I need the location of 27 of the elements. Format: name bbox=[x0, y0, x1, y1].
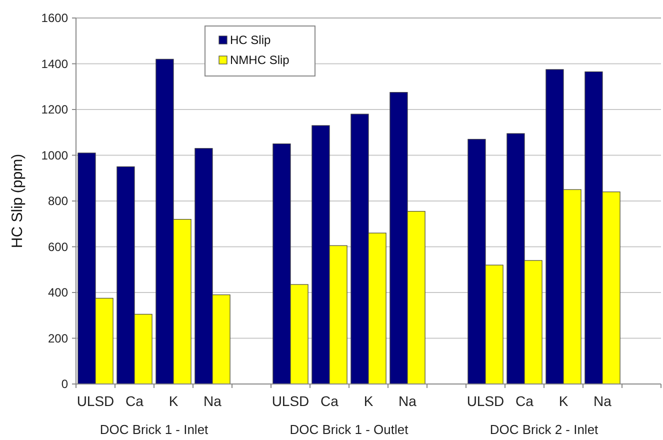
x-tick-label: Ca bbox=[126, 393, 144, 409]
legend-label: NMHC Slip bbox=[230, 53, 290, 68]
x-tick-label: K bbox=[364, 393, 374, 409]
y-tick-label: 1600 bbox=[41, 11, 68, 26]
y-tick-label: 0 bbox=[61, 377, 68, 392]
y-tick-label: 800 bbox=[48, 194, 68, 208]
x-tick-label: K bbox=[168, 393, 179, 409]
x-tick-label: ULSD bbox=[272, 393, 310, 409]
y-tick-label: 1200 bbox=[41, 102, 68, 117]
y-tick-label: 600 bbox=[48, 240, 68, 254]
legend-label: HC Slip bbox=[230, 33, 271, 48]
text: DOC Brick 1 - Inlet bbox=[100, 422, 209, 437]
y-tick-label: 1400 bbox=[41, 56, 68, 71]
x-tick-label: ULSD bbox=[76, 393, 114, 409]
x-tick-label: Na bbox=[204, 393, 222, 409]
x-tick-label: Ca bbox=[320, 393, 339, 409]
text: DOC Brick 1 - Outlet bbox=[290, 422, 409, 437]
x-tick-label: Na bbox=[594, 393, 612, 409]
x-tick-label: K bbox=[558, 393, 569, 409]
y-axis-title: HC Slip (ppm) bbox=[9, 154, 26, 248]
x-tick-label: Ca bbox=[516, 393, 534, 409]
y-tick-label: 1000 bbox=[41, 148, 68, 162]
text: DOC Brick 2 - Inlet bbox=[490, 422, 599, 437]
x-tick-label: ULSD bbox=[466, 393, 504, 409]
y-tick-label: 200 bbox=[48, 331, 68, 346]
y-tick-label: 400 bbox=[48, 286, 68, 300]
x-tick-label: Na bbox=[398, 393, 417, 409]
